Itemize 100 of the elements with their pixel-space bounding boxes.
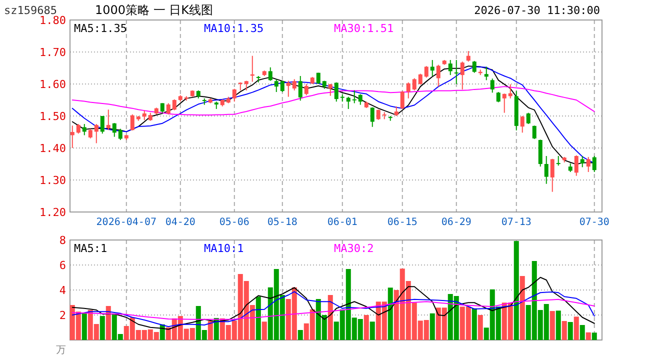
candlestick [328, 84, 332, 96]
y-tick-label: 4 [59, 284, 66, 297]
y-tick-label: 1.20 [40, 206, 66, 219]
bar [100, 316, 105, 340]
line-series [72, 291, 595, 328]
y-tick-label: 1.80 [40, 14, 66, 27]
bar [208, 321, 213, 340]
candlestick [580, 156, 584, 168]
x-tick-label: 07-30 [579, 217, 610, 228]
y-tick-label: 8 [59, 234, 66, 247]
bar [580, 325, 585, 340]
candlestick [520, 116, 524, 134]
candlestick [394, 106, 398, 116]
y-tick-label: 6 [59, 259, 66, 272]
y-tick-label: 1.50 [40, 110, 66, 123]
candlestick [304, 84, 308, 96]
y-tick-label: 1.30 [40, 174, 66, 187]
x-tick-label: 06-29 [441, 217, 472, 228]
candlestick [70, 125, 74, 148]
candlestick [88, 128, 92, 139]
candlestick [100, 116, 104, 134]
candlestick [298, 76, 302, 102]
x-tick-label: 06-01 [327, 217, 358, 228]
candlestick [412, 78, 416, 91]
text: MA5:1.35 [74, 22, 127, 35]
candlestick [556, 156, 560, 166]
text: MA10:1 [204, 242, 244, 255]
candlestick [586, 156, 590, 172]
bar [562, 321, 567, 340]
y-tick-label: 1.70 [40, 46, 66, 59]
line-series [72, 276, 595, 330]
candlestick [376, 109, 380, 120]
candlestick [418, 73, 422, 86]
text: MA30:2 [334, 242, 374, 255]
text: MA30:1.51 [334, 22, 394, 35]
candlestick [160, 102, 164, 114]
candlestick [118, 128, 122, 140]
candlestick [346, 96, 350, 110]
candlestick [592, 156, 596, 172]
candlestick [532, 125, 536, 140]
candlestick [502, 93, 506, 114]
bar [388, 288, 393, 340]
bar [520, 276, 525, 340]
candlestick [340, 94, 344, 102]
candlestick [370, 106, 374, 128]
candlestick [292, 78, 296, 91]
bar [478, 315, 483, 340]
candlestick [358, 94, 362, 106]
x-tick-label: 05-06 [219, 217, 250, 228]
bar [298, 330, 303, 340]
x-tick-label: 04-20 [165, 217, 196, 228]
candlestick [286, 80, 290, 98]
y-axis-title: 万 [56, 345, 66, 356]
candlestick [574, 154, 578, 176]
candlestick [454, 60, 458, 84]
y-tick-label: 1.60 [40, 78, 66, 91]
candlestick [268, 66, 272, 82]
text: MA5:1 [74, 242, 108, 255]
candlestick [232, 88, 236, 102]
candlestick [172, 98, 176, 111]
bar [370, 322, 375, 340]
candlestick [334, 82, 338, 102]
candlestick [130, 114, 134, 131]
bar [256, 296, 261, 340]
candlestick [76, 124, 80, 134]
candlestick [106, 109, 110, 131]
candlestick [496, 92, 500, 103]
candlestick [94, 124, 98, 144]
bar [328, 295, 333, 340]
candlestick [430, 60, 434, 76]
chart-title: 1000策略 一 日K线图 [95, 3, 214, 17]
candlestick [484, 66, 488, 81]
text: 2026-07-30 11:30:00 [474, 4, 600, 17]
bar [586, 332, 591, 340]
candlestick [406, 82, 410, 99]
candlestick [466, 50, 470, 62]
bar [472, 308, 477, 340]
bar [592, 332, 597, 340]
candlestick [424, 66, 428, 78]
candlestick [274, 78, 278, 92]
candlestick [460, 61, 464, 90]
bar [430, 313, 435, 340]
candlestick [400, 90, 404, 110]
bar [262, 322, 267, 340]
candlestick [112, 122, 116, 138]
x-tick-label: 06-15 [387, 217, 418, 228]
candlestick [526, 112, 530, 124]
text: sz159685 [4, 4, 57, 17]
y-tick-label: 1.40 [40, 142, 66, 155]
bar [106, 306, 111, 340]
x-tick-label: 2026-04-07 [96, 217, 157, 228]
candlestick [490, 78, 494, 94]
candlestick [142, 110, 146, 121]
candlestick [448, 60, 452, 76]
bar [550, 311, 555, 340]
candlestick [472, 60, 476, 74]
x-tick-label: 05-18 [267, 217, 298, 228]
candlestick [538, 139, 542, 168]
y-tick-label: 2 [59, 309, 66, 322]
candlestick [352, 90, 356, 104]
